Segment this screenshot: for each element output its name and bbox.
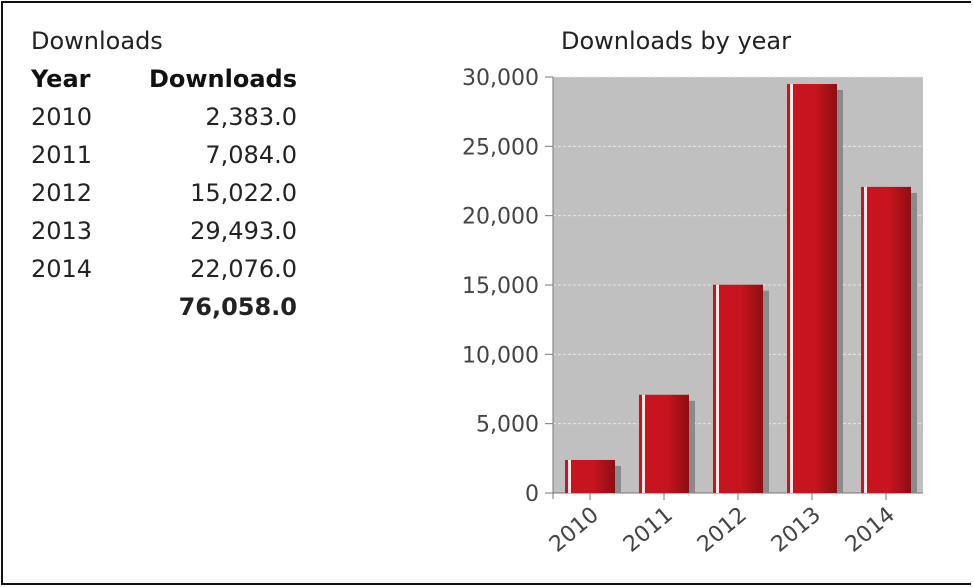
y-tick-label: 10,000	[462, 343, 539, 368]
year-cell: 2013	[31, 217, 93, 245]
bar-2011	[639, 394, 689, 493]
bar-highlight	[864, 186, 867, 493]
bar-2014	[861, 186, 911, 493]
downloads-bar-chart: 0 5,000 10,000 15,000 20,000 25,000 30,000 2010…	[462, 66, 923, 558]
table-row: 2010 2,383.0	[31, 99, 297, 137]
total-label-cell	[31, 289, 119, 327]
x-tick-label: 2012	[693, 502, 752, 557]
bar-highlight	[790, 84, 793, 493]
y-tick-label: 0	[525, 482, 539, 507]
table-row: 2013 29,493.0	[31, 213, 297, 251]
downloads-cell: 15,022.0	[190, 179, 297, 207]
downloads-cell: 2,383.0	[205, 103, 297, 131]
bar-2012	[713, 284, 763, 493]
column-header-year: Year	[31, 65, 91, 93]
y-tick-label: 30,000	[462, 66, 539, 91]
downloads-cell: 7,084.0	[205, 141, 297, 169]
y-tick-label: 25,000	[462, 135, 539, 160]
bar-highlight	[642, 394, 645, 493]
chart-title: Downloads by year	[560, 27, 792, 55]
x-tick-label: 2011	[619, 502, 678, 557]
bar-highlight	[716, 284, 719, 493]
table-row: 2012 15,022.0	[31, 175, 297, 213]
year-cell: 2011	[31, 141, 93, 169]
total-downloads-cell: 76,058.0	[178, 293, 297, 321]
y-tick-label: 5,000	[476, 413, 539, 438]
year-cell: 2014	[31, 255, 93, 283]
downloads-cell: 29,493.0	[190, 217, 297, 245]
bar-highlight	[568, 459, 571, 493]
table-row: 2014 22,076.0	[31, 251, 297, 289]
bar-2013	[787, 84, 837, 493]
x-tick-label: 2014	[841, 502, 900, 557]
table-row: 2011 7,084.0	[31, 137, 297, 175]
bar-2010	[565, 459, 615, 493]
panel-title: Downloads	[31, 27, 163, 55]
x-tick-label: 2013	[767, 502, 826, 557]
downloads-cell: 22,076.0	[190, 255, 297, 283]
y-tick-label: 15,000	[462, 274, 539, 299]
x-tick-label: 2010	[545, 502, 604, 557]
year-cell: 2012	[31, 179, 93, 207]
table-header-row: Year Downloads	[31, 63, 297, 99]
year-cell: 2010	[31, 103, 93, 131]
downloads-table: Year Downloads 2010 2,383.0 2011 7,084.0…	[31, 63, 297, 327]
y-tick-label: 20,000	[462, 205, 539, 230]
column-header-downloads: Downloads	[148, 65, 297, 93]
total-row: 76,058.0	[31, 289, 297, 327]
